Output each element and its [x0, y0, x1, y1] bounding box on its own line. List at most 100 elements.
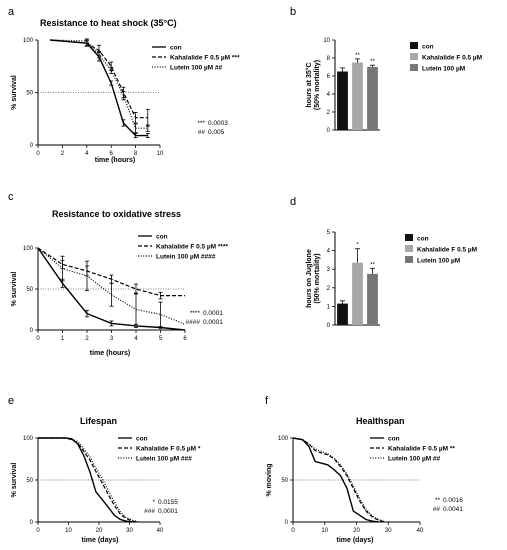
legend-label: con: [388, 436, 400, 443]
bar: [367, 273, 378, 325]
panel-letter: b: [290, 6, 296, 18]
y-tick-label: 100: [278, 436, 289, 442]
series-line-2: [38, 437, 139, 523]
y-tick-label: 5: [327, 230, 331, 236]
series-line-1: [38, 437, 139, 523]
x-tick-label: 10: [65, 528, 72, 534]
panel-e: e Lifespan 0 50 100 0 10 20 30 40 time (days) % sur…: [8, 395, 201, 544]
x-tick-label: 6: [183, 336, 187, 342]
bar: [337, 71, 348, 130]
x-tick-label: 40: [157, 528, 164, 534]
y-axis-label: % survival: [11, 272, 18, 307]
annotation-symbol: **: [435, 497, 441, 504]
y-tick-label: 6: [327, 74, 331, 80]
series-line-0: [38, 437, 133, 523]
annotation-value: 0.0001: [158, 508, 178, 515]
bar: [352, 62, 363, 130]
panel-letter: f: [265, 395, 269, 407]
x-tick-label: 8: [134, 151, 138, 157]
x-axis-label: time (days): [337, 537, 374, 544]
legend-swatch: [405, 245, 413, 252]
y-tick-label: 10: [323, 38, 330, 44]
legend-label: con: [156, 234, 168, 241]
x-tick-label: 30: [385, 528, 392, 534]
y-tick-label: 50: [281, 478, 288, 484]
significance-mark: **: [370, 59, 375, 65]
panel-c: c Resistance to oxidative stress 0 50 100 0 1 2…: [8, 191, 228, 357]
y-axis-label: hours at 35°C: [305, 62, 313, 107]
y-tick-label: 4: [327, 92, 331, 98]
legend-label: Kahalalide F 0.5 µM ****: [156, 244, 228, 251]
y-tick-label: 100: [23, 436, 34, 442]
legend-label: con: [136, 436, 148, 443]
y-tick-label: 100: [23, 246, 34, 252]
legend-swatch: [410, 53, 418, 60]
annotation-value: 0.0041: [443, 506, 463, 513]
x-tick-label: 0: [36, 151, 40, 157]
x-tick-label: 0: [291, 528, 295, 534]
annotation-symbol: ####: [186, 319, 201, 326]
x-tick-label: 4: [134, 336, 138, 342]
x-tick-label: 20: [353, 528, 360, 534]
x-tick-label: 3: [110, 336, 114, 342]
y-tick-label: 8: [327, 56, 331, 62]
panel-letter: d: [290, 196, 296, 208]
series-line-1: [292, 437, 386, 523]
legend-swatch: [405, 256, 413, 263]
x-tick-label: 10: [157, 151, 164, 157]
x-tick-label: 6: [110, 151, 114, 157]
y-tick-label: 50: [26, 287, 33, 293]
y-axis-label: (50% mortality): [314, 253, 321, 303]
legend-label: Lutein 100 µM ##: [170, 65, 223, 72]
y-tick-label: 50: [26, 478, 33, 484]
panel-letter: c: [8, 191, 14, 203]
annotation-symbol: ##: [433, 506, 441, 513]
y-axis-label: hours on Juglone: [306, 249, 313, 308]
legend-swatch: [405, 234, 413, 241]
y-tick-label: 0: [327, 323, 331, 329]
legend-label: Lutein 100 µM: [417, 258, 460, 265]
y-tick-label: 0: [30, 143, 34, 149]
x-tick-label: 4: [85, 151, 89, 157]
x-tick-label: 0: [36, 336, 40, 342]
legend-label: Lutein 100 µM ####: [156, 254, 216, 261]
annotation-value: 0.0003: [208, 120, 228, 127]
panel-f: f Healthspan 0 50 100 0 10 20 30 40 time (days) % m…: [265, 395, 463, 544]
panel-b: b 0 2 4 6 8 10 con ** Kahalalide F 0.5 µM ** Lutein…: [290, 6, 482, 134]
bar: [352, 262, 363, 325]
bar: [337, 303, 348, 325]
y-tick-label: 50: [26, 91, 33, 97]
significance-mark: **: [355, 53, 360, 59]
legend-label: Kahalalide F 0.5 µM *: [136, 446, 201, 453]
panel-title: Resistance to heat shock (35°C): [40, 18, 177, 28]
annotation-value: 0.0001: [203, 310, 223, 317]
y-tick-label: 0: [30, 520, 34, 526]
y-axis-label: (50% mortality): [314, 60, 321, 110]
x-tick-label: 10: [321, 528, 328, 534]
significance-mark: **: [370, 262, 375, 268]
x-tick-label: 5: [159, 336, 163, 342]
annotation-value: 0.0001: [203, 319, 223, 326]
panel-a: a Resistance to heat shock (35°C) 0 50 100 0 2…: [8, 6, 240, 164]
legend-label: Lutein 100 µM ###: [136, 456, 192, 463]
legend-label: Kahalalide F 0.5 µM **: [388, 446, 455, 453]
x-tick-label: 30: [126, 528, 133, 534]
legend-label: Kahalalide F 0.5 µM ***: [170, 55, 240, 62]
y-axis-label: % survival: [11, 75, 18, 110]
y-tick-label: 2: [327, 286, 331, 292]
panel-title: Healthspan: [356, 416, 405, 426]
x-axis-label: time (hours): [90, 350, 130, 357]
x-axis-label: time (days): [82, 537, 119, 544]
annotation-symbol: ###: [144, 508, 155, 515]
x-tick-label: 2: [85, 336, 89, 342]
significance-mark: *: [356, 243, 359, 249]
x-axis-label: time (hours): [95, 157, 135, 164]
legend-label: con: [422, 44, 434, 51]
x-tick-label: 40: [417, 528, 424, 534]
legend-label: Lutein 100 µM ##: [388, 456, 441, 463]
panel-title: Resistance to oxidative stress: [52, 209, 181, 219]
annotation-value: 0.0016: [443, 497, 463, 504]
y-tick-label: 2: [327, 110, 331, 116]
legend-swatch: [410, 64, 418, 71]
